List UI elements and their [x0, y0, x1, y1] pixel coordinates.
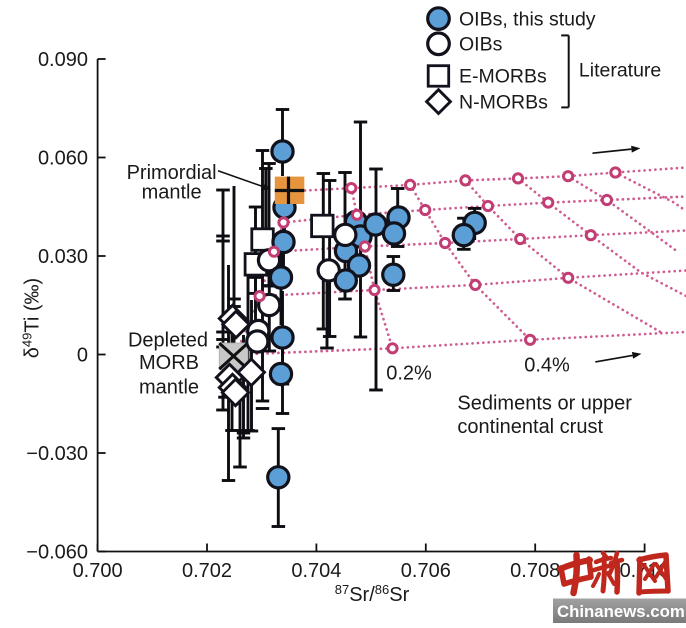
svg-text:0.704: 0.704: [291, 560, 341, 582]
svg-text:0.702: 0.702: [182, 560, 232, 582]
svg-text:Primordial: Primordial: [127, 162, 217, 184]
svg-text:−0.030: −0.030: [26, 443, 88, 465]
svg-text:0.090: 0.090: [38, 49, 88, 71]
svg-text:Chinanews.com: Chinanews.com: [557, 602, 685, 621]
svg-text:0.060: 0.060: [38, 148, 88, 170]
svg-text:0.030: 0.030: [38, 246, 88, 268]
svg-text:mantle: mantle: [139, 376, 199, 398]
svg-text:Literature: Literature: [579, 60, 661, 82]
svg-text:N-MORBs: N-MORBs: [459, 92, 548, 114]
svg-text:−0.060: −0.060: [26, 542, 88, 564]
svg-text:Depleted: Depleted: [128, 330, 208, 352]
svg-text:OIBs, this study: OIBs, this study: [459, 9, 596, 31]
svg-text:Sediments or upper: Sediments or upper: [457, 393, 632, 415]
svg-text:0: 0: [77, 345, 88, 367]
svg-text:0.4%: 0.4%: [524, 355, 570, 377]
svg-text:E-MORBs: E-MORBs: [459, 66, 547, 88]
svg-text:continental crust: continental crust: [457, 416, 603, 438]
svg-text:87Sr/86Sr: 87Sr/86Sr: [335, 582, 410, 606]
svg-text:0.708: 0.708: [510, 560, 560, 582]
svg-text:0.2%: 0.2%: [386, 363, 432, 385]
svg-text:0.706: 0.706: [401, 560, 451, 582]
svg-text:MORB: MORB: [139, 352, 199, 374]
svg-text:mantle: mantle: [142, 182, 202, 204]
svg-text:OIBs: OIBs: [459, 34, 503, 56]
svg-text:0.700: 0.700: [73, 560, 123, 582]
